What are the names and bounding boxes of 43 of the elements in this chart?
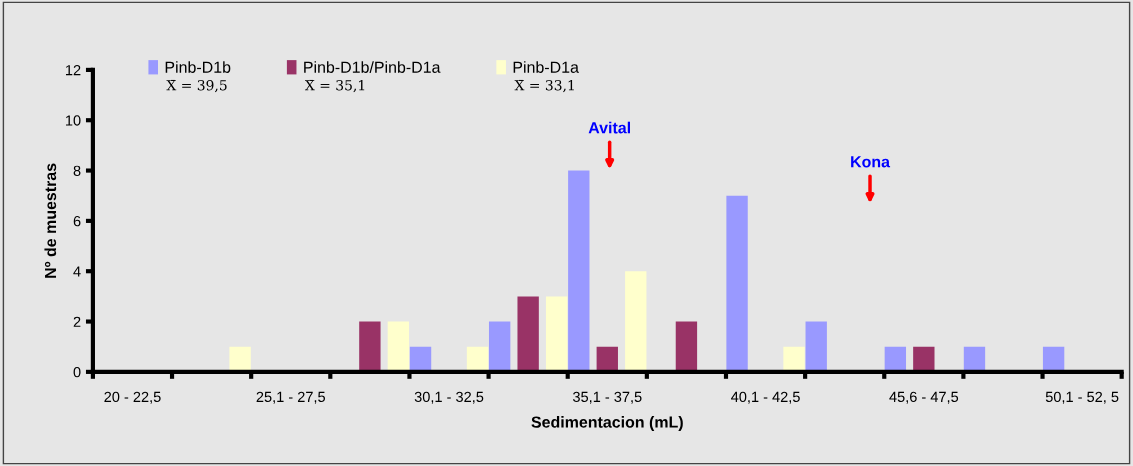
- bar: [488, 321, 511, 372]
- annotation: Avital: [588, 121, 630, 134]
- legend-label: Pinb-D1a: [513, 61, 579, 73]
- bar: [805, 321, 827, 372]
- legend-label: Pinb-D1b/Pinb-D1a: [304, 61, 441, 73]
- y-tick-label: 6: [73, 215, 81, 227]
- bar: [517, 296, 539, 372]
- bar: [675, 321, 698, 372]
- y-tick-label: 10: [65, 115, 81, 126]
- x-tick-label: 40,1 - 42,5: [731, 391, 800, 404]
- bar: [545, 296, 568, 372]
- bar: [913, 346, 935, 372]
- y-tick-label: 0: [73, 366, 81, 378]
- bar: [359, 321, 381, 372]
- annotation: Kona: [851, 156, 891, 168]
- x-tick-label: 25,1 - 27,5: [256, 391, 325, 404]
- x-tick-label: 20 - 22,5: [104, 391, 161, 404]
- bar: [963, 346, 986, 372]
- bar: [229, 346, 251, 372]
- bar: [726, 195, 748, 372]
- x-tick-label: 50,1 - 52, 5: [1045, 391, 1119, 404]
- bar: [409, 346, 432, 372]
- y-tick-label: 12: [65, 65, 81, 76]
- bar: [466, 346, 489, 372]
- annotation: X̄ = 35,1: [304, 79, 365, 93]
- annotation: X̄ = 33,1: [514, 79, 574, 93]
- bar: [1042, 346, 1065, 372]
- legend-label: Pinb-D1b: [165, 61, 231, 73]
- x-tick-label: 45,6 - 47,5: [889, 391, 959, 404]
- y-axis-title: Nº de muestras: [44, 163, 57, 278]
- annotation: X̄ = 39,5: [166, 79, 227, 93]
- bar: [568, 170, 590, 372]
- bar: [783, 346, 805, 372]
- y-tick-label: 2: [73, 316, 81, 327]
- bar: [625, 271, 647, 372]
- x-tick-label: 35,1 - 37,5: [572, 391, 642, 404]
- x-axis-title: Sedimentacion (mL): [531, 416, 683, 431]
- bar: [596, 346, 618, 372]
- y-tick-label: 4: [73, 266, 81, 277]
- bar: [884, 346, 907, 372]
- x-tick-label: 30,1 - 32,5: [414, 391, 484, 404]
- bar: [387, 321, 410, 372]
- y-tick-label: 8: [73, 165, 81, 176]
